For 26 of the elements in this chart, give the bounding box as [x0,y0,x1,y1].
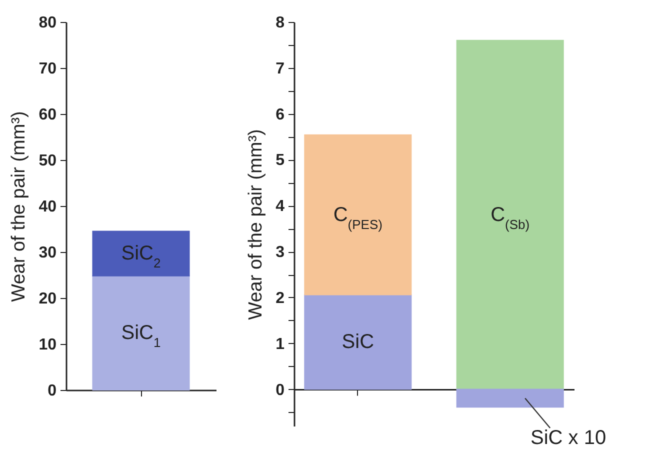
y-tick-label: 1 [276,336,285,353]
y-tick-label: 8 [276,14,285,32]
series-label: SiC x 10 [530,427,606,449]
y-tick-label: 70 [38,60,57,78]
y-tick-label: 20 [38,290,57,308]
series-label: SiC [342,330,374,353]
y-tick-label: 2 [276,290,285,307]
series-label: C$_{(Sb)}$ [490,204,530,232]
y-axis-title: Wear of the pair (mm³) [246,129,267,320]
y-tick-label: 50 [38,152,57,170]
y-tick-label: 7 [276,60,285,78]
y-tick-label: 80 [38,14,57,32]
y-tick-label: 6 [276,106,285,124]
y-tick-label: 3 [276,244,285,262]
series-label: SiC$_{2}$ [121,242,161,270]
y-tick-label: 30 [38,244,57,262]
y-tick-label: 0 [48,382,57,400]
y-tick-label: 4 [276,198,285,216]
series-label: SiC$_{1}$ [121,322,161,350]
y-tick-label: 0 [276,382,285,399]
series-label: C$_{(PES)}$ [333,204,382,232]
y-tick-label: 40 [38,198,57,216]
y-tick-label: 10 [38,336,57,354]
y-axis-title: Wear of the pair (mm³) [8,111,30,302]
y-tick-label: 5 [276,152,285,170]
y-tick-label: 60 [38,106,57,124]
